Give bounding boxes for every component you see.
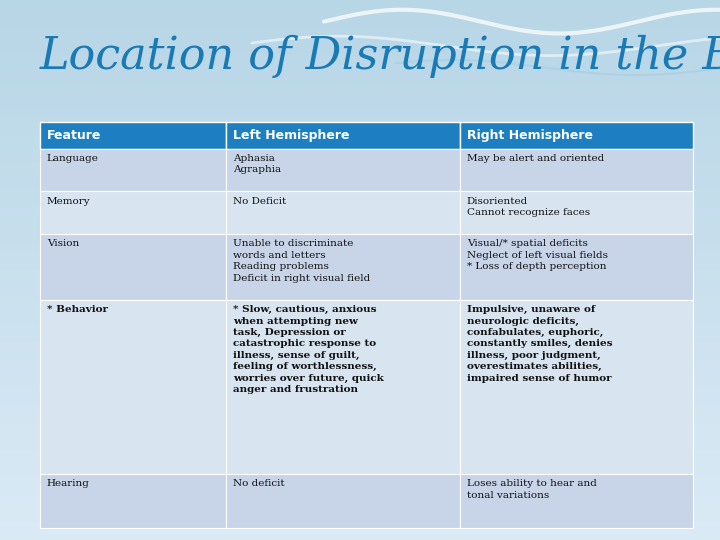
- Text: * Slow, cautious, anxious
when attempting new
task, Depression or
catastrophic r: * Slow, cautious, anxious when attemptin…: [233, 305, 384, 394]
- Text: Right Hemisphere: Right Hemisphere: [467, 129, 593, 141]
- Bar: [0, 333, 720, 342]
- Bar: [40, 191, 225, 234]
- Text: * Behavior: * Behavior: [47, 305, 108, 314]
- Bar: [0, 315, 720, 324]
- Bar: [0, 72, 720, 81]
- Text: Loses ability to hear and
tonal variations: Loses ability to hear and tonal variatio…: [467, 480, 597, 500]
- Bar: [0, 270, 720, 279]
- Bar: [0, 468, 720, 477]
- Bar: [0, 378, 720, 387]
- Bar: [0, 63, 720, 72]
- Bar: [0, 459, 720, 468]
- Bar: [0, 252, 720, 261]
- Bar: [0, 513, 720, 522]
- Bar: [0, 162, 720, 171]
- Bar: [0, 279, 720, 288]
- Bar: [225, 148, 459, 191]
- Bar: [0, 153, 720, 162]
- Bar: [225, 474, 459, 528]
- Bar: [459, 122, 693, 148]
- Text: Feature: Feature: [47, 129, 102, 141]
- Text: No Deficit: No Deficit: [233, 197, 286, 206]
- Bar: [0, 486, 720, 495]
- Text: Location of Disruption in the Brain: Location of Disruption in the Brain: [40, 35, 720, 78]
- Bar: [0, 342, 720, 351]
- Bar: [40, 474, 225, 528]
- Bar: [0, 135, 720, 144]
- Bar: [40, 122, 225, 148]
- Text: Impulsive, unaware of
neurologic deficits,
confabulates, euphoric,
constantly sm: Impulsive, unaware of neurologic deficit…: [467, 305, 612, 383]
- Bar: [0, 36, 720, 45]
- Bar: [0, 288, 720, 297]
- Bar: [0, 261, 720, 270]
- Bar: [0, 396, 720, 405]
- Bar: [0, 234, 720, 243]
- Bar: [225, 122, 459, 148]
- Bar: [40, 300, 225, 474]
- Text: No deficit: No deficit: [233, 480, 284, 488]
- Bar: [0, 207, 720, 216]
- Bar: [40, 148, 225, 191]
- Text: May be alert and oriented: May be alert and oriented: [467, 154, 604, 163]
- Bar: [0, 387, 720, 396]
- Bar: [459, 234, 693, 300]
- Bar: [0, 18, 720, 27]
- Bar: [0, 477, 720, 486]
- Bar: [0, 198, 720, 207]
- Text: Aphasia
Agraphia: Aphasia Agraphia: [233, 154, 281, 174]
- Bar: [0, 432, 720, 441]
- Text: Language: Language: [47, 154, 99, 163]
- Text: Disoriented
Cannot recognize faces: Disoriented Cannot recognize faces: [467, 197, 590, 217]
- Text: Hearing: Hearing: [47, 480, 90, 488]
- Bar: [0, 504, 720, 513]
- Bar: [0, 369, 720, 378]
- Bar: [225, 191, 459, 234]
- Bar: [0, 189, 720, 198]
- Bar: [0, 225, 720, 234]
- Bar: [0, 126, 720, 135]
- Bar: [459, 148, 693, 191]
- Text: Visual/* spatial deficits
Neglect of left visual fields
* Loss of depth percepti: Visual/* spatial deficits Neglect of lef…: [467, 239, 608, 271]
- Text: Unable to discriminate
words and letters
Reading problems
Deficit in right visua: Unable to discriminate words and letters…: [233, 239, 370, 282]
- Text: Memory: Memory: [47, 197, 91, 206]
- Bar: [0, 54, 720, 63]
- Bar: [0, 171, 720, 180]
- Bar: [0, 180, 720, 189]
- Bar: [0, 90, 720, 99]
- Bar: [0, 522, 720, 531]
- Bar: [0, 306, 720, 315]
- Bar: [0, 216, 720, 225]
- Bar: [40, 234, 225, 300]
- Bar: [0, 495, 720, 504]
- Bar: [0, 117, 720, 126]
- Bar: [225, 234, 459, 300]
- Bar: [459, 474, 693, 528]
- Bar: [0, 441, 720, 450]
- Bar: [0, 144, 720, 153]
- Bar: [459, 191, 693, 234]
- Bar: [0, 360, 720, 369]
- Bar: [0, 108, 720, 117]
- Bar: [459, 300, 693, 474]
- Bar: [0, 297, 720, 306]
- Bar: [0, 45, 720, 54]
- Bar: [0, 414, 720, 423]
- Bar: [0, 0, 720, 9]
- Bar: [0, 423, 720, 432]
- Bar: [0, 243, 720, 252]
- Text: Left Hemisphere: Left Hemisphere: [233, 129, 349, 141]
- Bar: [0, 531, 720, 540]
- Text: Vision: Vision: [47, 239, 79, 248]
- Bar: [0, 81, 720, 90]
- Bar: [0, 405, 720, 414]
- Bar: [0, 99, 720, 108]
- Bar: [0, 351, 720, 360]
- Bar: [0, 450, 720, 459]
- Bar: [0, 324, 720, 333]
- Bar: [225, 300, 459, 474]
- Bar: [0, 9, 720, 18]
- Bar: [0, 27, 720, 36]
